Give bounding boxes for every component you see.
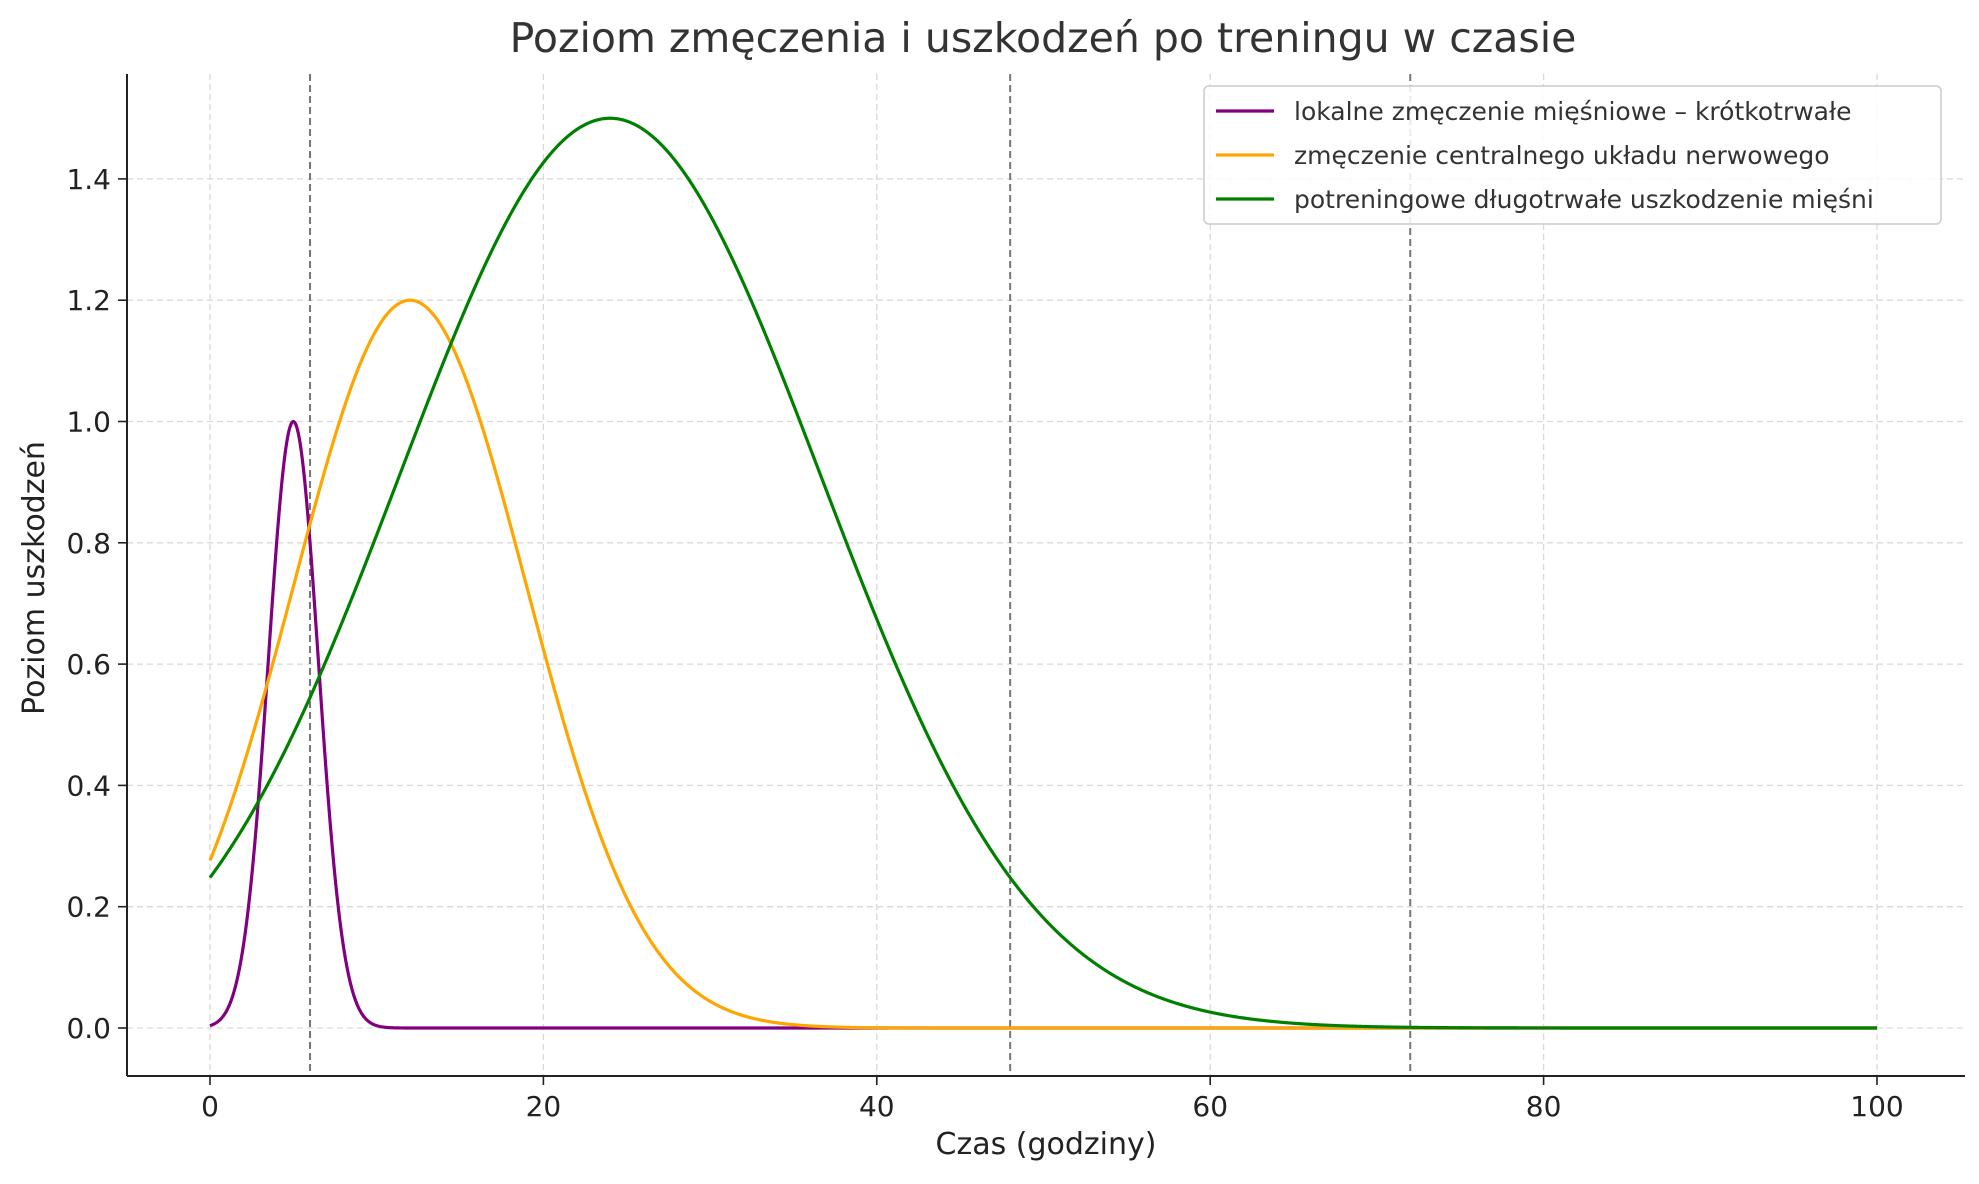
y-axis-ticks: 0.0 0.2 0.4 0.6 0.8 1.0 1.2 1.4 — [66, 163, 127, 1045]
y-tick-label: 0.6 — [66, 648, 111, 681]
legend-label: zmęczenie centralnego układu nerwowego — [1294, 141, 1830, 170]
vertical-reference-lines — [309, 74, 1412, 1076]
y-tick-label: 0.2 — [66, 891, 111, 924]
y-tick-label: 0.4 — [66, 769, 111, 802]
legend-label: lokalne zmęczenie mięśniowe – krótkotrwa… — [1294, 97, 1851, 126]
y-tick-label: 0.0 — [66, 1012, 111, 1045]
legend-frame — [1203, 85, 1942, 225]
x-tick-label: 100 — [1850, 1090, 1903, 1123]
y-tick-label: 0.8 — [66, 527, 111, 560]
series-line — [209, 419, 1878, 1030]
chart-title: Poziom zmęczenia i uszkodzeń po treningu… — [510, 14, 1577, 62]
y-tick-label: 1.0 — [66, 406, 111, 439]
legend-label: potreningowe długotrwałe uszkodzenie mię… — [1294, 185, 1874, 214]
x-tick-label: 80 — [1526, 1090, 1562, 1123]
legend: lokalne zmęczenie mięśniowe – krótkotrwa… — [1203, 85, 1942, 225]
legend-items: lokalne zmęczenie mięśniowe – krótkotrwa… — [1216, 97, 1874, 214]
x-tick-label: 60 — [1192, 1090, 1228, 1123]
axes — [126, 74, 1965, 1077]
x-tick-label: 20 — [526, 1090, 562, 1123]
y-tick-label: 1.4 — [66, 163, 111, 196]
series-lines — [208, 116, 1878, 1030]
series-line — [208, 116, 1878, 1030]
x-tick-label: 0 — [201, 1090, 219, 1123]
y-tick-label: 1.2 — [66, 284, 111, 317]
x-axis-label: Czas (godziny) — [936, 1127, 1157, 1162]
x-axis-ticks: 0 20 40 60 80 100 — [201, 1076, 1904, 1123]
x-tick-label: 40 — [859, 1090, 895, 1123]
y-axis-label: Poziom uszkodzeń — [17, 441, 52, 715]
